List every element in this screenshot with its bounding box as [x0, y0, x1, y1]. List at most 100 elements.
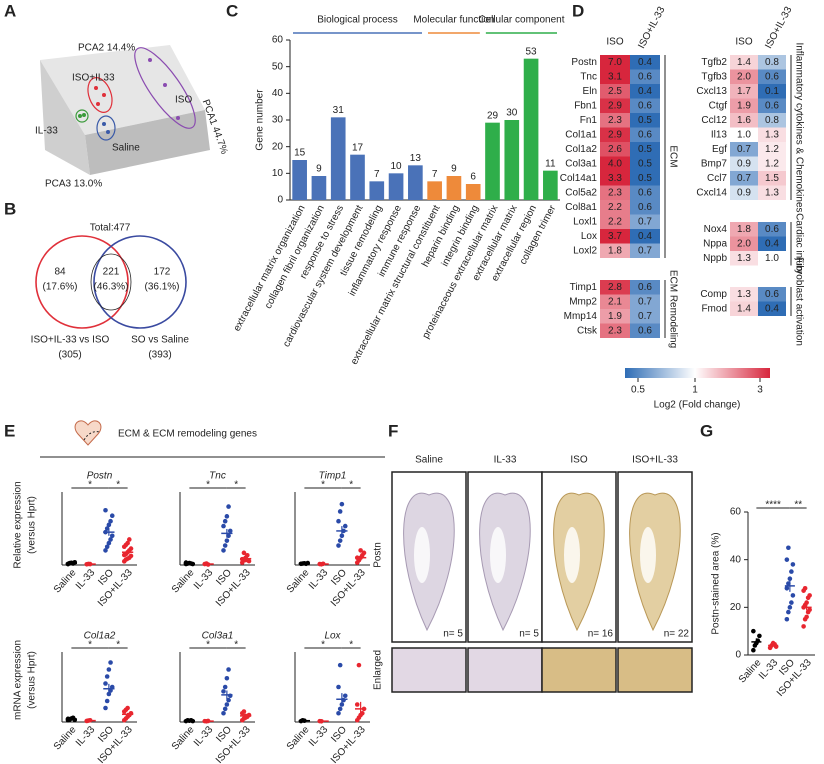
data-point — [106, 691, 112, 697]
heat-cell — [600, 55, 630, 70]
sample-point — [106, 130, 110, 134]
heat-cell — [730, 185, 758, 200]
sample-point — [176, 116, 180, 120]
row-label: Postn — [571, 57, 597, 68]
y-tick-label: 30 — [272, 115, 284, 126]
bar — [330, 117, 346, 200]
cell-label: 0.7 — [638, 216, 652, 227]
data-point — [222, 518, 228, 524]
data-point — [224, 702, 230, 707]
cell-label: 2.9 — [608, 100, 622, 111]
enlarged-image — [541, 647, 617, 693]
enlarged-image — [617, 647, 693, 693]
cell-label: 0.7 — [638, 296, 652, 307]
data-point — [784, 557, 790, 562]
heat-cell — [730, 127, 758, 142]
ventricle — [414, 527, 430, 583]
n-label: n= 5 — [519, 629, 539, 640]
column-header: ISO — [606, 37, 623, 48]
chart-title: Timp1 — [319, 471, 347, 482]
row-label: Fbn1 — [574, 100, 597, 111]
value-label: 9 — [316, 164, 322, 175]
y-tick-label: 0 — [277, 195, 283, 206]
heat-cell — [730, 301, 758, 316]
heat-cell — [630, 280, 660, 295]
heat-cell — [730, 55, 758, 70]
cell-label: 2.2 — [608, 216, 622, 227]
row-label: Fn1 — [580, 115, 598, 126]
pca-plane — [40, 60, 90, 175]
value-label: 11 — [545, 158, 556, 169]
heat-cell — [758, 55, 786, 70]
x-tick-label: Saline — [52, 567, 79, 595]
data-point — [221, 710, 226, 716]
data-point — [337, 706, 343, 712]
row-label: Bmp7 — [701, 158, 728, 169]
sample-point — [96, 102, 100, 106]
data-point — [125, 705, 130, 711]
significance-label: * — [234, 640, 238, 651]
bar — [543, 170, 558, 200]
heat-cell — [600, 127, 630, 142]
cell-label: 0.5 — [638, 144, 652, 155]
row-label: Egf — [712, 144, 727, 155]
data-point — [224, 675, 230, 681]
bar — [292, 160, 307, 200]
heat-cell — [730, 69, 758, 84]
data-point — [106, 667, 112, 672]
data-point — [790, 593, 796, 598]
panel-letter: G — [700, 421, 713, 440]
cell-label: 1.3 — [765, 129, 779, 140]
cell-label: 0.7 — [737, 144, 751, 155]
data-point — [337, 509, 343, 514]
y-axis-label: Gene number — [255, 89, 266, 151]
data-point — [103, 681, 108, 686]
column-header: ISO+IL-33 — [636, 5, 667, 51]
data-point — [336, 710, 341, 716]
cell-label: 1.3 — [737, 253, 751, 264]
row-label: Lox — [581, 231, 597, 242]
data-point — [807, 607, 812, 613]
data-point — [106, 540, 112, 546]
y-tick-label: 60 — [730, 507, 742, 518]
data-point — [127, 537, 132, 542]
cell-label: 1.4 — [737, 57, 751, 68]
cell-label: 2.6 — [608, 144, 622, 155]
value-label: 9 — [451, 164, 457, 175]
significance-label: * — [321, 480, 325, 491]
n-label: n= 5 — [443, 629, 463, 640]
x-tick-label: IL-33 — [74, 724, 98, 749]
region-count: 172 — [154, 267, 171, 278]
venn-overlap — [90, 253, 132, 311]
data-point — [226, 504, 231, 509]
row-label: Tgfb3 — [701, 71, 727, 82]
bar — [388, 173, 404, 200]
cell-label: 0.4 — [765, 238, 779, 249]
x-tick-label: IL-33 — [307, 724, 331, 749]
heat-cell — [630, 69, 660, 84]
ventricle — [564, 527, 580, 583]
significance-label: * — [116, 640, 120, 651]
data-point — [221, 689, 226, 694]
value-label: 10 — [391, 161, 403, 172]
data-point — [245, 552, 250, 558]
sample-point — [82, 113, 86, 117]
cell-label: 0.7 — [638, 311, 652, 322]
x-tick-label: IL-33 — [74, 567, 98, 592]
column-header: IL-33 — [494, 455, 517, 466]
heat-cell — [758, 171, 786, 186]
cell-label: 0.6 — [638, 71, 652, 82]
heat-cell — [730, 287, 758, 302]
cell-label: 4.0 — [608, 158, 622, 169]
heat-cell — [630, 98, 660, 113]
heat-cell — [758, 69, 786, 84]
heat-cell — [630, 113, 660, 128]
set-label: SO vs Saline — [131, 335, 189, 346]
significance-label: * — [88, 480, 92, 491]
sample-point — [102, 93, 106, 97]
heat-cell — [630, 200, 660, 215]
cell-label: 0.6 — [638, 129, 652, 140]
row-label: Col8a1 — [565, 202, 597, 213]
y-tick-label: 10 — [272, 168, 284, 179]
row-label: Fmod — [701, 303, 727, 314]
